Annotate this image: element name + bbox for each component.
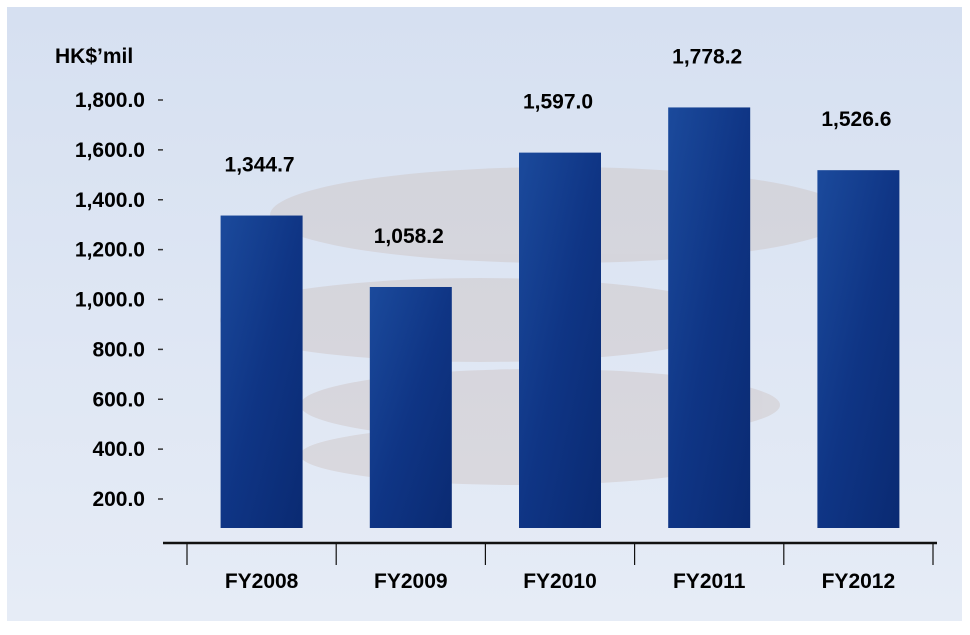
y-tick-label: 1,600.0	[75, 139, 145, 162]
y-axis-ticks: 200.0 400.0 600.0 800.0 1,000.0 1,200.0 1,400.…	[75, 89, 163, 511]
x-tick-label-fy2010: FY2010	[523, 570, 597, 593]
value-label-fy2012: 1,526.6	[821, 108, 891, 131]
x-tick-label-fy2009: FY2009	[374, 570, 448, 593]
y-tick-label: 200.0	[92, 488, 145, 511]
y-unit-label: HK$’mil	[55, 45, 133, 68]
value-label-fy2011: 1,778.2	[672, 45, 742, 68]
chart-background	[7, 7, 962, 621]
x-tick-label-fy2011: FY2011	[673, 570, 746, 593]
bar-fy2010	[519, 152, 601, 529]
bars	[220, 107, 900, 529]
y-tick-label: 600.0	[92, 388, 145, 411]
bar-fy2011	[668, 107, 751, 529]
y-tick-label: 1,000.0	[75, 289, 145, 312]
x-tick-label-fy2008: FY2008	[225, 570, 299, 593]
x-axis: FY2008 FY2009 FY2010 FY2011 FY2012	[163, 541, 937, 593]
x-tick-label-fy2012: FY2012	[822, 570, 896, 593]
bar-fy2008	[220, 215, 303, 528]
y-tick-label: 1,800.0	[75, 89, 145, 112]
value-label-fy2009: 1,058.2	[374, 225, 444, 248]
y-tick-label: 1,400.0	[75, 189, 145, 212]
value-label-fy2008: 1,344.7	[225, 154, 295, 177]
y-tick-label: 400.0	[92, 438, 145, 461]
bar-fy2012	[817, 170, 900, 528]
value-label-fy2010: 1,597.0	[523, 91, 593, 114]
y-tick-label: 800.0	[92, 338, 145, 361]
y-tick-label: 1,200.0	[75, 239, 145, 262]
value-labels: 1,344.7 1,058.2 1,597.0 1,778.2 1,526.6	[225, 45, 892, 248]
bar-fy2009	[369, 286, 452, 528]
